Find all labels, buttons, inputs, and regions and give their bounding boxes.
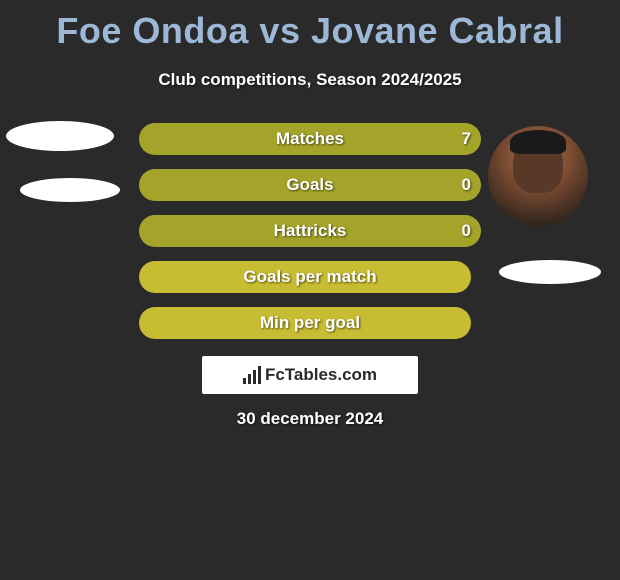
bar-value: 0 [462,215,471,247]
bar-label: Min per goal [139,307,481,339]
avatar-left-ellipse-1 [6,121,114,151]
stat-bar-min-per-goal: Min per goal [139,307,481,339]
avatar-right-photo [488,126,588,226]
logo-text: FcTables.com [265,365,377,385]
avatar-left-ellipse-2 [20,178,120,202]
date-text: 30 december 2024 [0,409,620,429]
bar-value: 0 [462,169,471,201]
bar-label: Hattricks [139,215,481,247]
avatar-right-ellipse [499,260,601,284]
bar-chart-icon [243,366,261,384]
bar-value: 7 [462,123,471,155]
stat-bar-hattricks: Hattricks 0 [139,215,481,247]
page-title: Foe Ondoa vs Jovane Cabral [0,0,620,52]
logo-box[interactable]: FcTables.com [202,356,418,394]
bar-label: Goals [139,169,481,201]
stat-bar-goals: Goals 0 [139,169,481,201]
stat-bar-matches: Matches 7 [139,123,481,155]
stats-bars: Matches 7 Goals 0 Hattricks 0 Goals per … [139,123,481,353]
subtitle: Club competitions, Season 2024/2025 [0,70,620,90]
bar-label: Matches [139,123,481,155]
bar-label: Goals per match [139,261,481,293]
stat-bar-goals-per-match: Goals per match [139,261,481,293]
